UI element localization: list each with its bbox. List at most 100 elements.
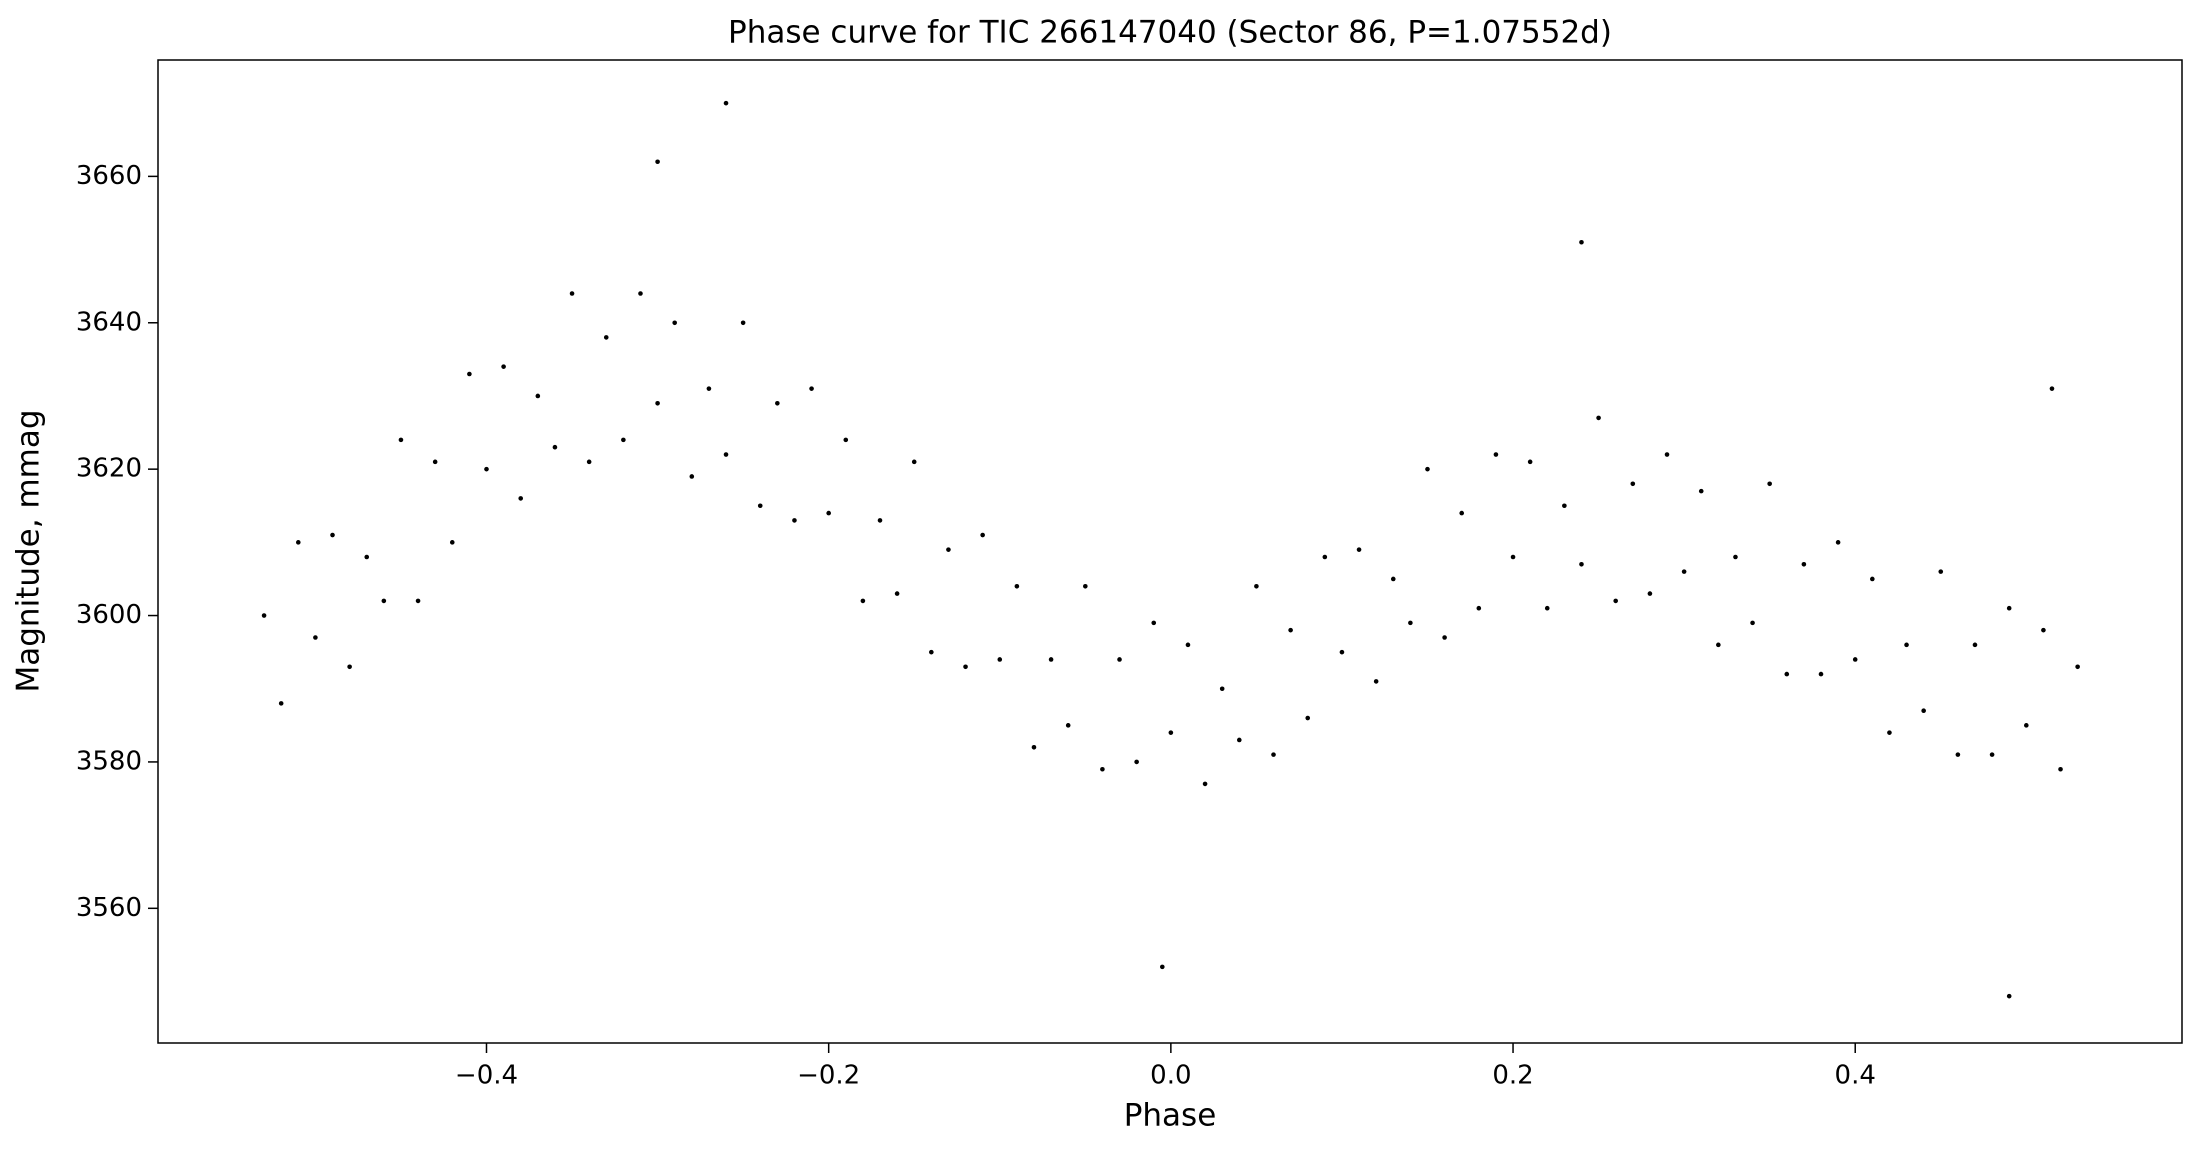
data-point [809,386,814,391]
data-point [1562,503,1567,509]
data-point [1596,415,1601,421]
data-point [980,532,985,538]
data-point [364,554,370,560]
data-point [569,291,575,296]
data-point [1117,657,1122,662]
data-point [1288,627,1293,633]
data-point [484,466,489,472]
data-point [621,437,626,443]
y-axis-label: Magnitude, mmag [11,409,47,692]
data-point [1373,679,1379,684]
data-point [1271,752,1276,757]
data-point [1579,562,1584,567]
data-point [1544,605,1550,611]
data-point [1972,642,1978,648]
data-point [706,386,712,391]
data-point [535,393,541,399]
data-point [672,320,677,326]
data-point [586,459,592,465]
data-point [381,598,387,604]
data-point [1219,686,1225,692]
data-point [1989,752,1995,757]
data-point [1493,452,1499,457]
data-point [1733,554,1738,560]
data-point [1613,598,1618,604]
data-point [655,400,660,406]
x-tick-label: −0.2 [797,1061,860,1091]
data-point [1887,730,1892,735]
data-point [1527,459,1533,465]
data-point [1784,671,1790,677]
data-point [826,510,831,516]
data-point [432,459,438,465]
data-point [1938,569,1944,574]
data-point [1254,583,1259,589]
data-point [1356,547,1362,552]
data-point [638,291,643,296]
data-point [1151,620,1157,626]
data-point [261,613,267,618]
data-point [740,320,746,326]
y-tick-label: 3600 [76,600,142,630]
data-point [1048,657,1054,662]
data-point [963,664,968,670]
data-point [278,701,284,706]
data-point [1236,737,1242,743]
data-point [2058,766,2063,772]
data-point [1083,583,1088,589]
data-point [1031,744,1037,750]
data-point [894,591,900,596]
data-point [295,540,301,545]
data-point [1185,642,1191,648]
data-point [1459,510,1465,516]
data-point [2075,664,2080,670]
data-point [1921,708,1926,713]
x-axis-label: Phase [1124,1098,1217,1134]
data-point [1818,671,1824,677]
data-point [501,364,506,369]
data-point [1322,554,1328,560]
data-point [1955,752,1961,757]
data-point [860,598,866,604]
y-tick-label: 3620 [76,454,142,484]
data-point [757,503,763,509]
data-point [1716,642,1721,648]
x-tick-label: 0.0 [1150,1061,1191,1091]
data-point [1425,466,1430,472]
data-point [2041,627,2046,633]
y-tick-label: 3580 [76,746,142,776]
data-point [1202,781,1208,787]
data-point [1510,554,1516,560]
data-point [792,518,797,523]
data-point [689,474,695,479]
data-point [1870,576,1875,582]
data-point [946,547,951,552]
data-point [552,444,558,450]
data-point [1630,481,1636,487]
data-point [929,649,934,655]
data-point [2006,605,2012,611]
data-point [911,459,917,465]
data-point [877,518,883,523]
data-point [1305,715,1311,721]
data-point [415,598,421,604]
data-point [723,100,729,106]
data-point [1852,657,1858,662]
data-point [1647,591,1653,596]
data-point [1664,452,1670,457]
data-point [347,664,352,670]
data-point [1476,605,1482,611]
data-point [997,657,1003,662]
data-point [1408,620,1413,626]
data-point [1835,540,1841,545]
data-point [313,635,318,640]
data-point [330,532,335,538]
data-point [398,437,404,443]
data-point [843,437,849,443]
data-point [1750,620,1755,626]
data-point [1065,723,1071,728]
data-point [2024,723,2029,728]
y-tick-label: 3640 [76,307,142,337]
data-point [518,496,524,501]
